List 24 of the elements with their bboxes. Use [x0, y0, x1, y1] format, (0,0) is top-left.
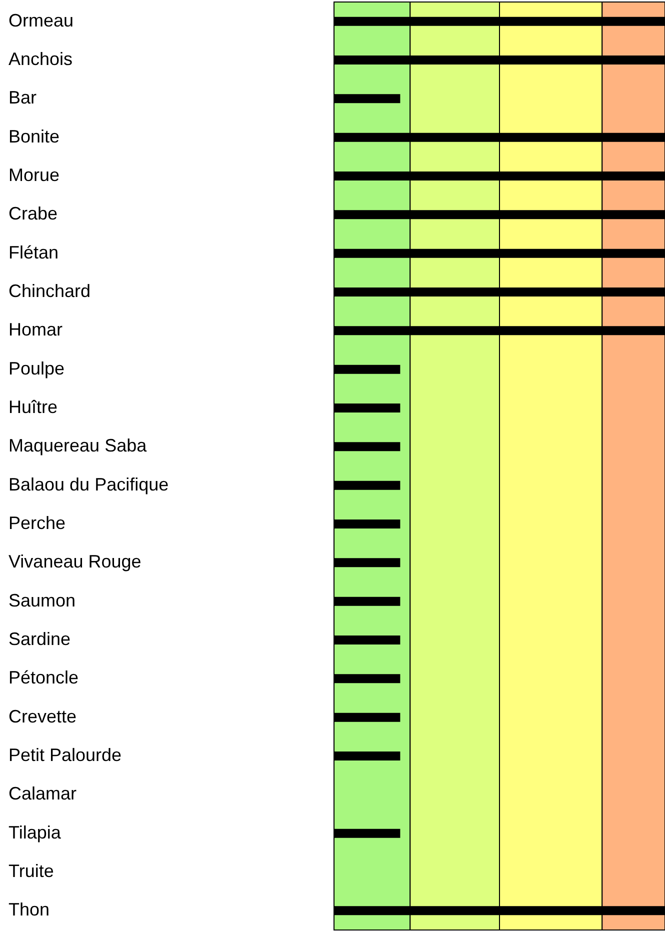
- y-tick-label: Crevette: [8, 706, 77, 726]
- y-tick-label: Chinchard: [8, 281, 91, 301]
- y-tick-label: Maquereau Saba: [8, 436, 148, 456]
- y-tick-label: Homar: [8, 320, 63, 340]
- y-tick-label: Huître: [8, 397, 58, 417]
- y-tick-label: Thon: [8, 900, 50, 920]
- y-tick-label: Crabe: [8, 204, 58, 224]
- y-tick-label: Anchois: [8, 49, 73, 69]
- y-tick-label: Balaou du Pacifique: [8, 474, 169, 494]
- y-tick-label: Sardine: [8, 629, 71, 649]
- y-tick-label: Morue: [8, 165, 60, 185]
- y-tick-label: Saumon: [8, 590, 76, 610]
- y-tick-label: Tilapia: [8, 822, 62, 842]
- y-tick-label: Bar: [8, 88, 37, 108]
- y-tick-label: Petit Palourde: [8, 745, 122, 765]
- y-tick-label: Vivaneau Rouge: [8, 552, 142, 572]
- y-tick-label: Flétan: [8, 242, 59, 262]
- y-tick-label: Calamar: [8, 784, 77, 804]
- y-tick-label: Bonite: [8, 126, 60, 146]
- y-tick-label: Poulpe: [8, 358, 65, 378]
- y-tick-label: Ormeau: [8, 10, 74, 30]
- y-tick-label: Truite: [8, 861, 54, 881]
- y-tick-label: Pétoncle: [8, 668, 79, 688]
- y-tick-label: Perche: [8, 513, 66, 533]
